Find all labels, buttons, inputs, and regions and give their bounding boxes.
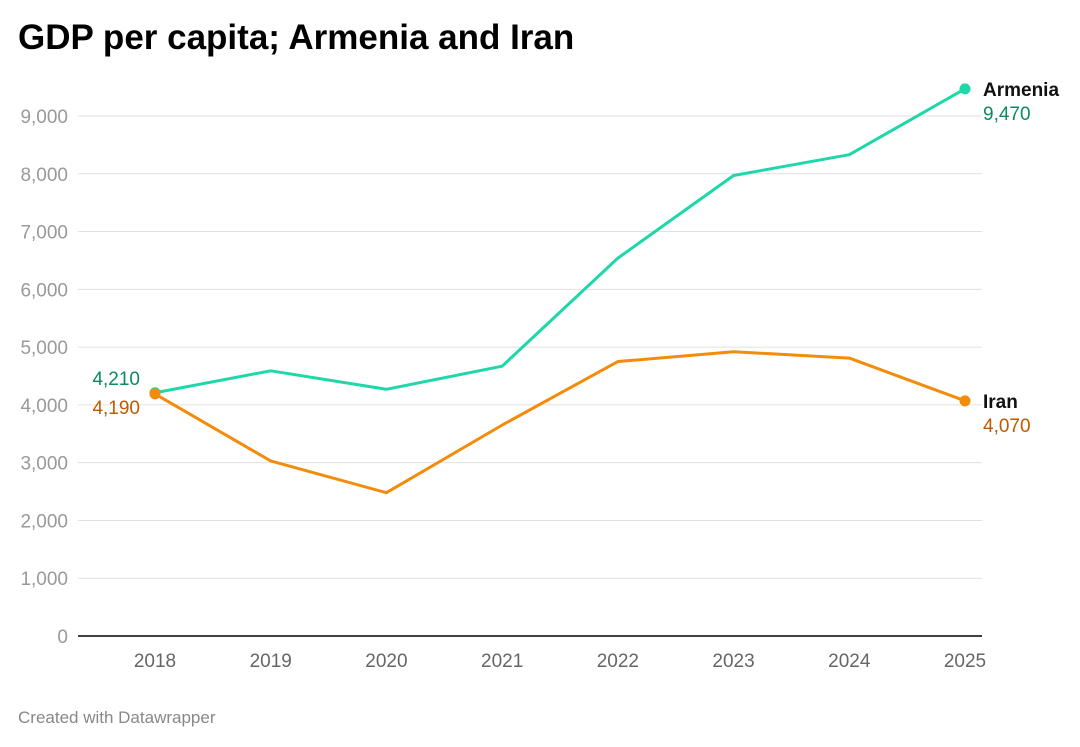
y-tick-label: 3,000 bbox=[20, 454, 68, 475]
series-line-iran bbox=[154, 350, 966, 495]
series-name-label: Iran bbox=[983, 392, 1018, 413]
y-tick-label: 0 bbox=[57, 627, 68, 648]
x-tick-label: 2023 bbox=[712, 651, 754, 672]
y-tick-label: 2,000 bbox=[20, 511, 68, 532]
series-line-armenia bbox=[154, 87, 966, 395]
x-tick-label: 2022 bbox=[597, 651, 639, 672]
y-tick-label: 7,000 bbox=[20, 223, 68, 244]
x-tick-label: 2024 bbox=[828, 651, 871, 672]
series-name-label: Armenia bbox=[983, 80, 1059, 101]
chart-title: GDP per capita; Armenia and Iran bbox=[18, 18, 575, 57]
footer-credit: Created with Datawrapper bbox=[18, 708, 216, 727]
data-point-armenia bbox=[959, 83, 971, 95]
y-tick-label: 9,000 bbox=[20, 107, 68, 128]
x-tick-label: 2025 bbox=[944, 651, 986, 672]
y-tick-label: 8,000 bbox=[20, 165, 68, 186]
start-value-label: 4,210 bbox=[92, 369, 140, 390]
data-point-iran bbox=[149, 388, 161, 400]
y-tick-label: 1,000 bbox=[20, 569, 68, 590]
x-tick-label: 2021 bbox=[481, 651, 523, 672]
x-tick-label: 2019 bbox=[250, 651, 292, 672]
y-tick-label: 5,000 bbox=[20, 338, 68, 359]
x-tick-label: 2018 bbox=[134, 651, 176, 672]
y-tick-label: 4,000 bbox=[20, 396, 68, 417]
y-tick-label: 6,000 bbox=[20, 280, 68, 301]
x-tick-label: 2020 bbox=[365, 651, 407, 672]
data-point-iran bbox=[959, 395, 971, 407]
end-value-label: 4,070 bbox=[983, 416, 1031, 437]
start-value-label: 4,190 bbox=[92, 398, 140, 419]
end-value-label: 9,470 bbox=[983, 104, 1031, 125]
